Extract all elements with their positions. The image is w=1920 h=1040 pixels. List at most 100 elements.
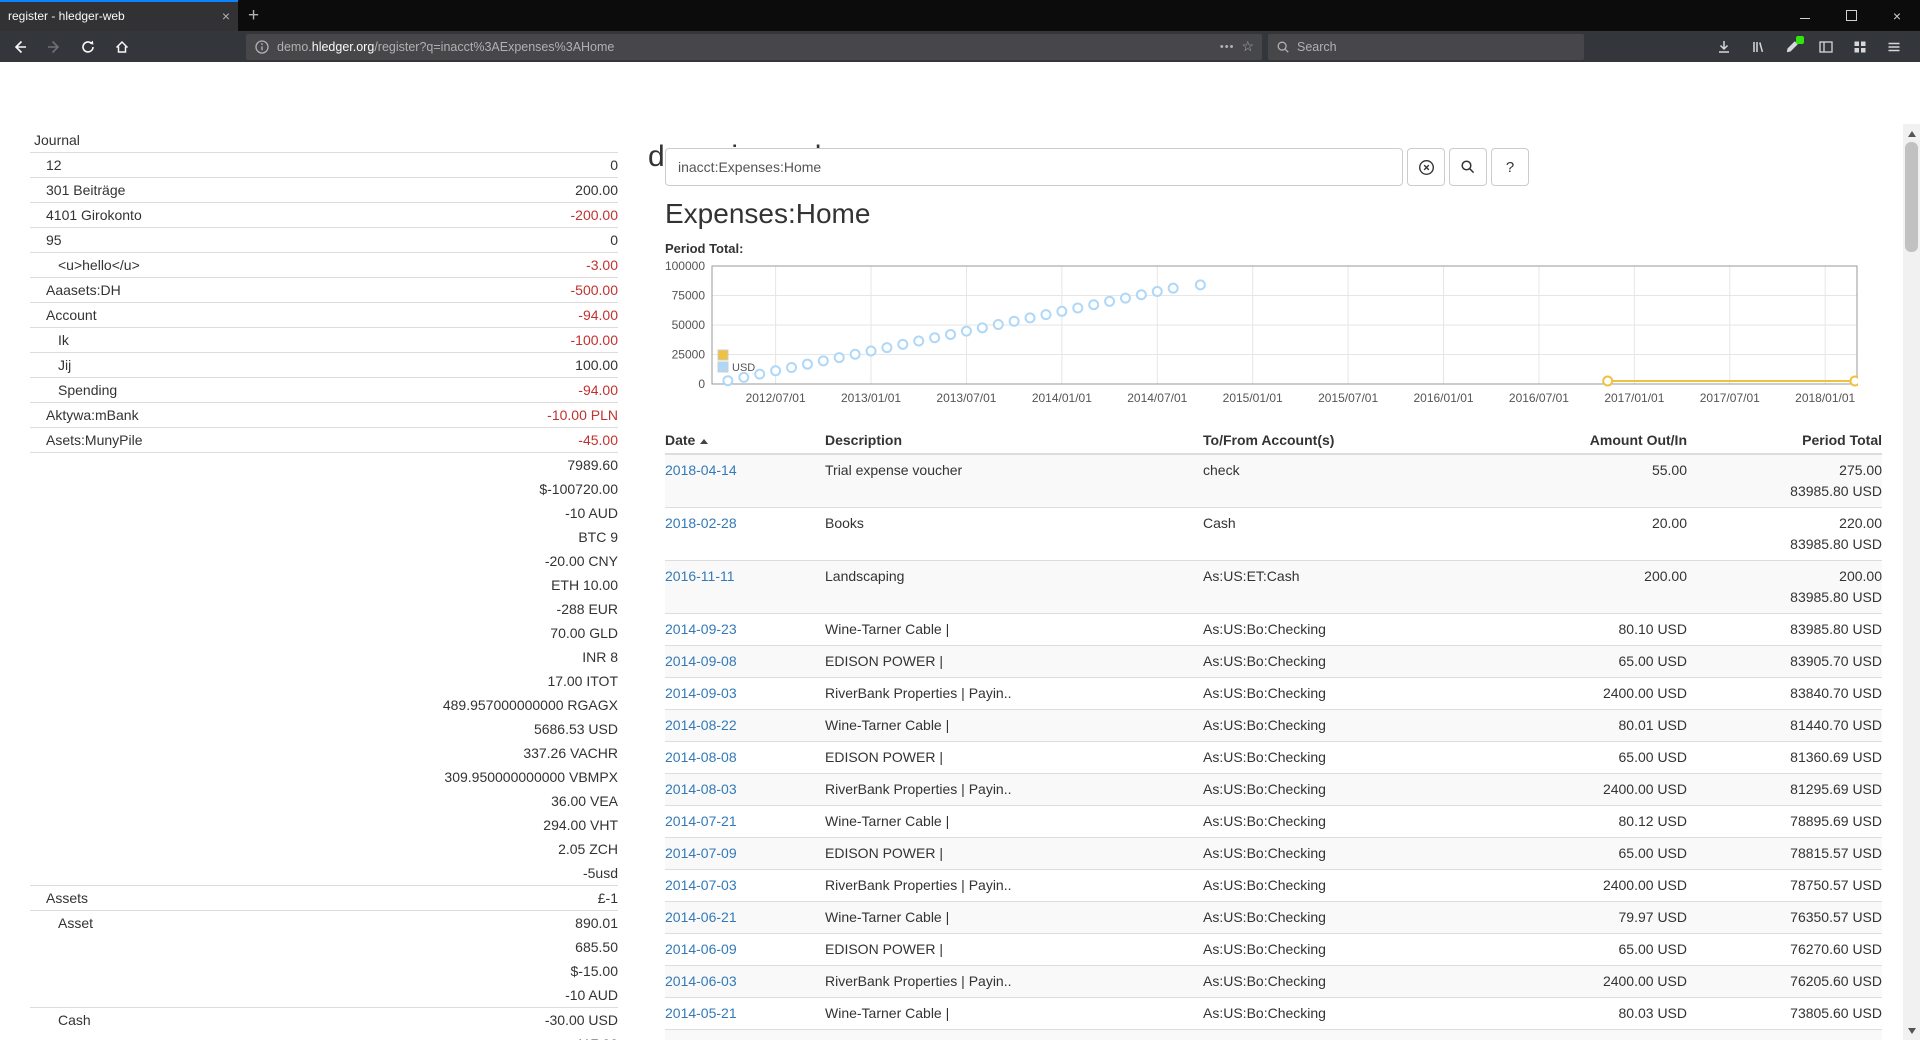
new-tab-button[interactable]: + — [248, 5, 260, 26]
account-name — [30, 693, 46, 717]
period-total-amount: 83905.70 USD — [1687, 645, 1882, 678]
sidebar-account-row[interactable]: Assets £-1 — [30, 885, 618, 910]
scroll-down-arrow[interactable] — [1903, 1023, 1920, 1038]
account-name[interactable]: Journal — [34, 132, 80, 148]
sidebar-account-row[interactable]: Spending -94.00 — [30, 377, 618, 402]
menu-button[interactable] — [1880, 34, 1908, 60]
transaction-date-link[interactable]: 2014-07-03 — [665, 877, 737, 893]
back-button[interactable] — [6, 34, 34, 60]
account-name — [30, 1032, 58, 1040]
column-header-period-total[interactable]: Period Total — [1687, 427, 1882, 455]
clear-query-button[interactable] — [1407, 148, 1445, 186]
transaction-date-link[interactable]: 2014-08-08 — [665, 749, 737, 765]
account-name — [30, 741, 46, 765]
account-name[interactable]: 95 — [46, 232, 62, 248]
account-name[interactable]: 12 — [46, 157, 62, 173]
transaction-date-link[interactable]: 2018-02-28 — [665, 515, 737, 531]
account-name[interactable]: Jij — [58, 357, 72, 373]
tab-close-icon[interactable]: × — [221, 7, 230, 24]
account-name[interactable]: Aktywa:mBank — [46, 407, 139, 423]
help-button[interactable]: ? — [1491, 148, 1529, 186]
transaction-date-link[interactable]: 2014-06-21 — [665, 909, 737, 925]
svg-text:2018/01/01: 2018/01/01 — [1795, 391, 1855, 405]
sidebar-account-row[interactable]: Asset 890.01 — [30, 910, 618, 935]
sidebar-account-row[interactable]: 301 Beiträge 200.00 — [30, 177, 618, 202]
column-header-date[interactable]: Date — [665, 427, 825, 455]
transaction-date-link[interactable]: 2014-09-03 — [665, 685, 737, 701]
account-name[interactable]: Cash — [58, 1012, 91, 1028]
account-name[interactable]: Spending — [58, 382, 118, 398]
page-info-icon[interactable] — [254, 39, 270, 55]
navigation-toolbar: demo.hledger.org/register?q=inacct%3AExp… — [0, 31, 1920, 62]
sidebar-account-row[interactable]: Asets:MunyPile -45.00 — [30, 427, 618, 452]
sidebar-account-row[interactable]: 95 0 — [30, 227, 618, 252]
highlights-button[interactable] — [1778, 34, 1806, 60]
account-name[interactable]: Asset — [58, 915, 94, 931]
sidebar-account-row[interactable]: <u>hello</u> -3.00 — [30, 252, 618, 277]
register-row: 2014-07-03 RiverBank Properties | Payin..… — [665, 869, 1882, 902]
account-name[interactable]: 4101 Girokonto — [46, 207, 142, 223]
scroll-up-arrow[interactable] — [1903, 126, 1920, 141]
sidebar-account-row[interactable]: 12 0 — [30, 152, 618, 177]
sidebar-account-row: 7989.60 — [30, 452, 618, 477]
account-name[interactable]: Aaasets:DH — [46, 282, 121, 298]
account-name[interactable]: Ik — [58, 332, 69, 348]
page-scrollbar[interactable] — [1903, 124, 1920, 1040]
library-button[interactable] — [1744, 34, 1772, 60]
page-actions-icon[interactable]: ••• — [1219, 40, 1235, 53]
transaction-date-link[interactable]: 2014-08-03 — [665, 781, 737, 797]
browser-search-field[interactable]: Search — [1268, 33, 1584, 60]
transaction-date-link[interactable]: 2014-09-08 — [665, 653, 737, 669]
account-name[interactable]: Account — [46, 307, 97, 323]
account-name[interactable]: Asets:MunyPile — [46, 432, 143, 448]
reload-button[interactable] — [74, 34, 102, 60]
home-button[interactable] — [108, 34, 136, 60]
browser-tab[interactable]: register - hledger-web × — [0, 0, 238, 31]
transaction-date-link[interactable]: 2018-04-14 — [665, 462, 737, 478]
sidebar-toggle-button[interactable] — [1812, 34, 1840, 60]
sidebar-account-row: 70.00 GLD — [30, 621, 618, 645]
account-name[interactable]: <u>hello</u> — [58, 257, 140, 273]
sidebar-account-row[interactable]: Aaasets:DH -500.00 — [30, 277, 618, 302]
column-header-tofrom[interactable]: To/From Account(s) — [1203, 427, 1552, 455]
transaction-date-link[interactable]: 2014-09-23 — [665, 621, 737, 637]
forward-button[interactable] — [40, 34, 68, 60]
account-balance: $-100720.00 — [539, 481, 618, 497]
close-window-button[interactable]: × — [1892, 7, 1902, 24]
transaction-date-link[interactable]: 2014-06-09 — [665, 941, 737, 957]
transaction-date-link[interactable]: 2014-05-08 — [665, 1037, 737, 1040]
sidebar-account-row[interactable]: Account -94.00 — [30, 302, 618, 327]
transaction-date-link[interactable]: 2014-06-03 — [665, 973, 737, 989]
column-header-amount[interactable]: Amount Out/In — [1552, 427, 1687, 455]
apps-grid-button[interactable] — [1846, 34, 1874, 60]
sidebar-account-row[interactable]: 4101 Girokonto -200.00 — [30, 202, 618, 227]
register-row: 2014-06-03 RiverBank Properties | Payin..… — [665, 965, 1882, 998]
sidebar-account-row[interactable]: Jij 100.00 — [30, 352, 618, 377]
restore-button[interactable] — [1828, 0, 1874, 31]
account-balance: ETH 10.00 — [551, 577, 618, 593]
transaction-date-link[interactable]: 2016-11-11 — [665, 568, 735, 584]
account-balance: -94.00 — [578, 307, 618, 323]
svg-text:2017/01/01: 2017/01/01 — [1604, 391, 1664, 405]
transaction-date-link[interactable]: 2014-05-21 — [665, 1005, 737, 1021]
sidebar-account-row[interactable]: Journal — [30, 128, 618, 152]
transaction-date-link[interactable]: 2014-07-21 — [665, 813, 737, 829]
account-balance: $-15.00 — [570, 963, 618, 979]
account-name — [30, 983, 58, 1007]
search-submit-button[interactable] — [1449, 148, 1487, 186]
account-name[interactable]: 301 Beiträge — [46, 182, 126, 198]
minimize-button[interactable] — [1782, 0, 1828, 31]
transaction-date-link[interactable]: 2014-08-22 — [665, 717, 737, 733]
account-balance: 70.00 GLD — [550, 625, 618, 641]
downloads-button[interactable] — [1710, 34, 1738, 60]
bookmark-star-icon[interactable]: ☆ — [1241, 38, 1254, 54]
transaction-date-link[interactable]: 2014-07-09 — [665, 845, 737, 861]
sidebar-account-row[interactable]: Aktywa:mBank -10.00 PLN — [30, 402, 618, 427]
column-header-description[interactable]: Description — [825, 427, 1203, 455]
sidebar-account-row[interactable]: Ik -100.00 — [30, 327, 618, 352]
scrollbar-thumb[interactable] — [1905, 142, 1918, 252]
account-name[interactable]: Assets — [46, 890, 89, 906]
query-input[interactable] — [665, 148, 1403, 186]
url-bar[interactable]: demo.hledger.org/register?q=inacct%3AExp… — [246, 33, 1262, 60]
sidebar-account-row[interactable]: Cash -30.00 USD — [30, 1007, 618, 1032]
